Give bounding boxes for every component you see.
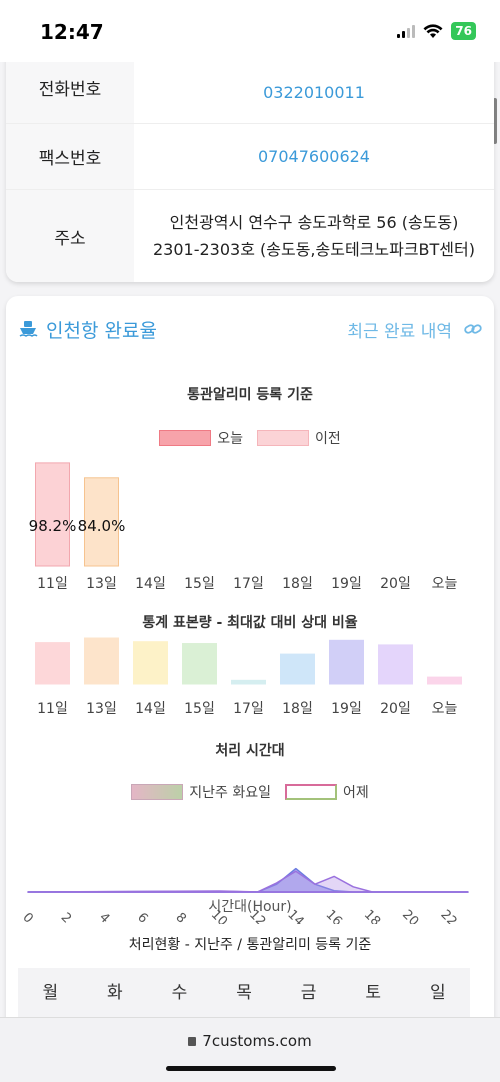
chart2-title: 통계 표본량 - 최대값 대비 상대 비율 (142, 615, 358, 631)
sample-bar (182, 643, 217, 685)
legend-label: 지난주 화요일 (189, 785, 271, 801)
status-bar: 12:47 76 (0, 0, 500, 62)
legend-label: 오늘 (217, 431, 243, 447)
x-tick-label: 15일 (184, 701, 215, 717)
sample-bar (133, 641, 168, 685)
x-tick-label: 14일 (135, 576, 166, 592)
x-tick-label: 18일 (282, 701, 313, 717)
status-time: 12:47 (40, 20, 104, 44)
legend-swatch (131, 784, 184, 800)
wifi-icon (423, 23, 443, 38)
sample-bar (84, 637, 119, 685)
x-tick-label: 15일 (184, 576, 215, 592)
info-label: 팩스번호 (6, 124, 134, 189)
chain-link-icon[interactable] (464, 320, 482, 338)
scrollbar[interactable] (493, 98, 497, 144)
address-value: 인천광역시 연수구 송도과학로 56 (송도동) 2301-2303호 (송도동… (134, 190, 494, 282)
weekday-tue: 화 (107, 983, 123, 1003)
x-tick-label: 19일 (331, 701, 362, 717)
bar-value-label: 84.0% (78, 517, 126, 535)
x-tick-label: 20일 (380, 576, 411, 592)
x-tick-label: 17일 (233, 701, 264, 717)
chart1-legend: 오늘 이전 (6, 428, 494, 448)
company-info-card: 전화번호 0322010011 팩스번호 07047600624 주소 인천광역… (6, 62, 494, 282)
status-icons: 76 (397, 22, 476, 40)
legend-label: 이전 (315, 431, 341, 447)
area-series (27, 870, 469, 893)
completion-rate-card: 인천항 완료율 최근 완료 내역 통관알리미 등록 기준 오늘 이전 98.2%… (6, 296, 494, 1017)
ship-icon (19, 321, 38, 337)
info-row-phone: 전화번호 0322010011 (6, 62, 494, 124)
x-tick-label: 17일 (233, 576, 264, 592)
legend-swatch (159, 430, 212, 446)
x-tick-label: 18일 (282, 576, 313, 592)
lock-icon (188, 1037, 197, 1046)
info-label: 전화번호 (6, 62, 134, 123)
sample-bar (231, 679, 266, 685)
legend-swatch (284, 784, 337, 800)
legend-item-yesterday[interactable]: 어제 (284, 782, 369, 802)
chart3-title: 처리 시간대 (215, 743, 285, 759)
x-tick-label: 13일 (86, 701, 117, 717)
weekday-sat: 토 (365, 983, 381, 1003)
x-tick-label: 11일 (37, 701, 68, 717)
completion-bar (84, 477, 119, 567)
weekday-wed: 수 (171, 983, 188, 1003)
info-row-address: 주소 인천광역시 연수구 송도과학로 56 (송도동) 2301-2303호 (… (6, 190, 494, 282)
sample-bar (427, 676, 462, 685)
signal-icon (397, 24, 416, 38)
sample-bar (35, 642, 70, 685)
area-series (27, 867, 469, 893)
x-tick-label: 14일 (135, 701, 166, 717)
chart3-xlabel: 시간대(Hour) (208, 899, 292, 915)
x-tick-label: 오늘 (432, 701, 458, 717)
browser-url-bar[interactable]: 7customs.com (0, 1017, 500, 1082)
bar-value-label: 98.2% (29, 517, 77, 535)
completion-bar (35, 462, 70, 567)
legend-swatch (257, 430, 309, 446)
weekday-mon: 월 (42, 983, 59, 1003)
legend-item-previous[interactable]: 이전 (257, 428, 341, 448)
completion-bar-chart: 98.2% 11일 84.0% 13일 14일 15일 17일 18일 19일 20일 오늘 (29, 462, 458, 592)
x-tick-label: 19일 (331, 576, 362, 592)
weekday-thu: 목 (236, 983, 252, 1003)
weekly-title: 처리현황 - 지난주 / 통관알리미 등록 기준 (128, 937, 372, 953)
page-content[interactable]: 전화번호 0322010011 팩스번호 07047600624 주소 인천광역… (0, 62, 500, 1017)
recent-completions-link[interactable]: 최근 완료 내역 (347, 322, 452, 342)
processing-time-area-chart: 0 2 4 6 8 10 12 14 16 18 20 22 (19, 867, 469, 924)
url-text: 7customs.com (202, 1032, 312, 1050)
x-tick-label: 11일 (37, 576, 68, 592)
fax-link[interactable]: 07047600624 (258, 147, 370, 166)
battery-indicator: 76 (451, 22, 476, 40)
weekday-sun: 일 (429, 983, 446, 1003)
info-label: 주소 (6, 190, 134, 282)
legend-label: 어제 (342, 785, 369, 801)
weekday-header-row: 월 화 수 목 금 토 일 (18, 968, 470, 1017)
phone-link[interactable]: 0322010011 (263, 83, 365, 102)
address-line-1: 인천광역시 연수구 송도과학로 56 (송도동) (169, 213, 459, 232)
home-indicator[interactable] (166, 1066, 336, 1071)
card-title: 인천항 완료율 (46, 320, 157, 342)
address-line-2: 2301-2303호 (송도동,송도테크노파크BT센터) (153, 240, 475, 259)
x-tick-label: 13일 (86, 576, 117, 592)
url-display[interactable]: 7customs.com (0, 1032, 500, 1050)
sample-bar (280, 653, 315, 685)
legend-item-today[interactable]: 오늘 (159, 428, 243, 448)
info-row-fax: 팩스번호 07047600624 (6, 124, 494, 190)
weekday-fri: 금 (300, 983, 317, 1003)
x-tick-label: 20일 (380, 701, 411, 717)
sample-bar (329, 639, 364, 685)
legend-item-last-tuesday[interactable]: 지난주 화요일 (131, 782, 271, 802)
x-tick-label: 오늘 (432, 576, 458, 592)
chart1-title: 통관알리미 등록 기준 (187, 387, 313, 403)
chart3-legend: 지난주 화요일 어제 (6, 782, 494, 802)
sample-size-bar-chart: 11일 13일 14일 15일 17일 18일 19일 20일 오늘 (35, 637, 462, 717)
sample-bar (378, 644, 413, 685)
